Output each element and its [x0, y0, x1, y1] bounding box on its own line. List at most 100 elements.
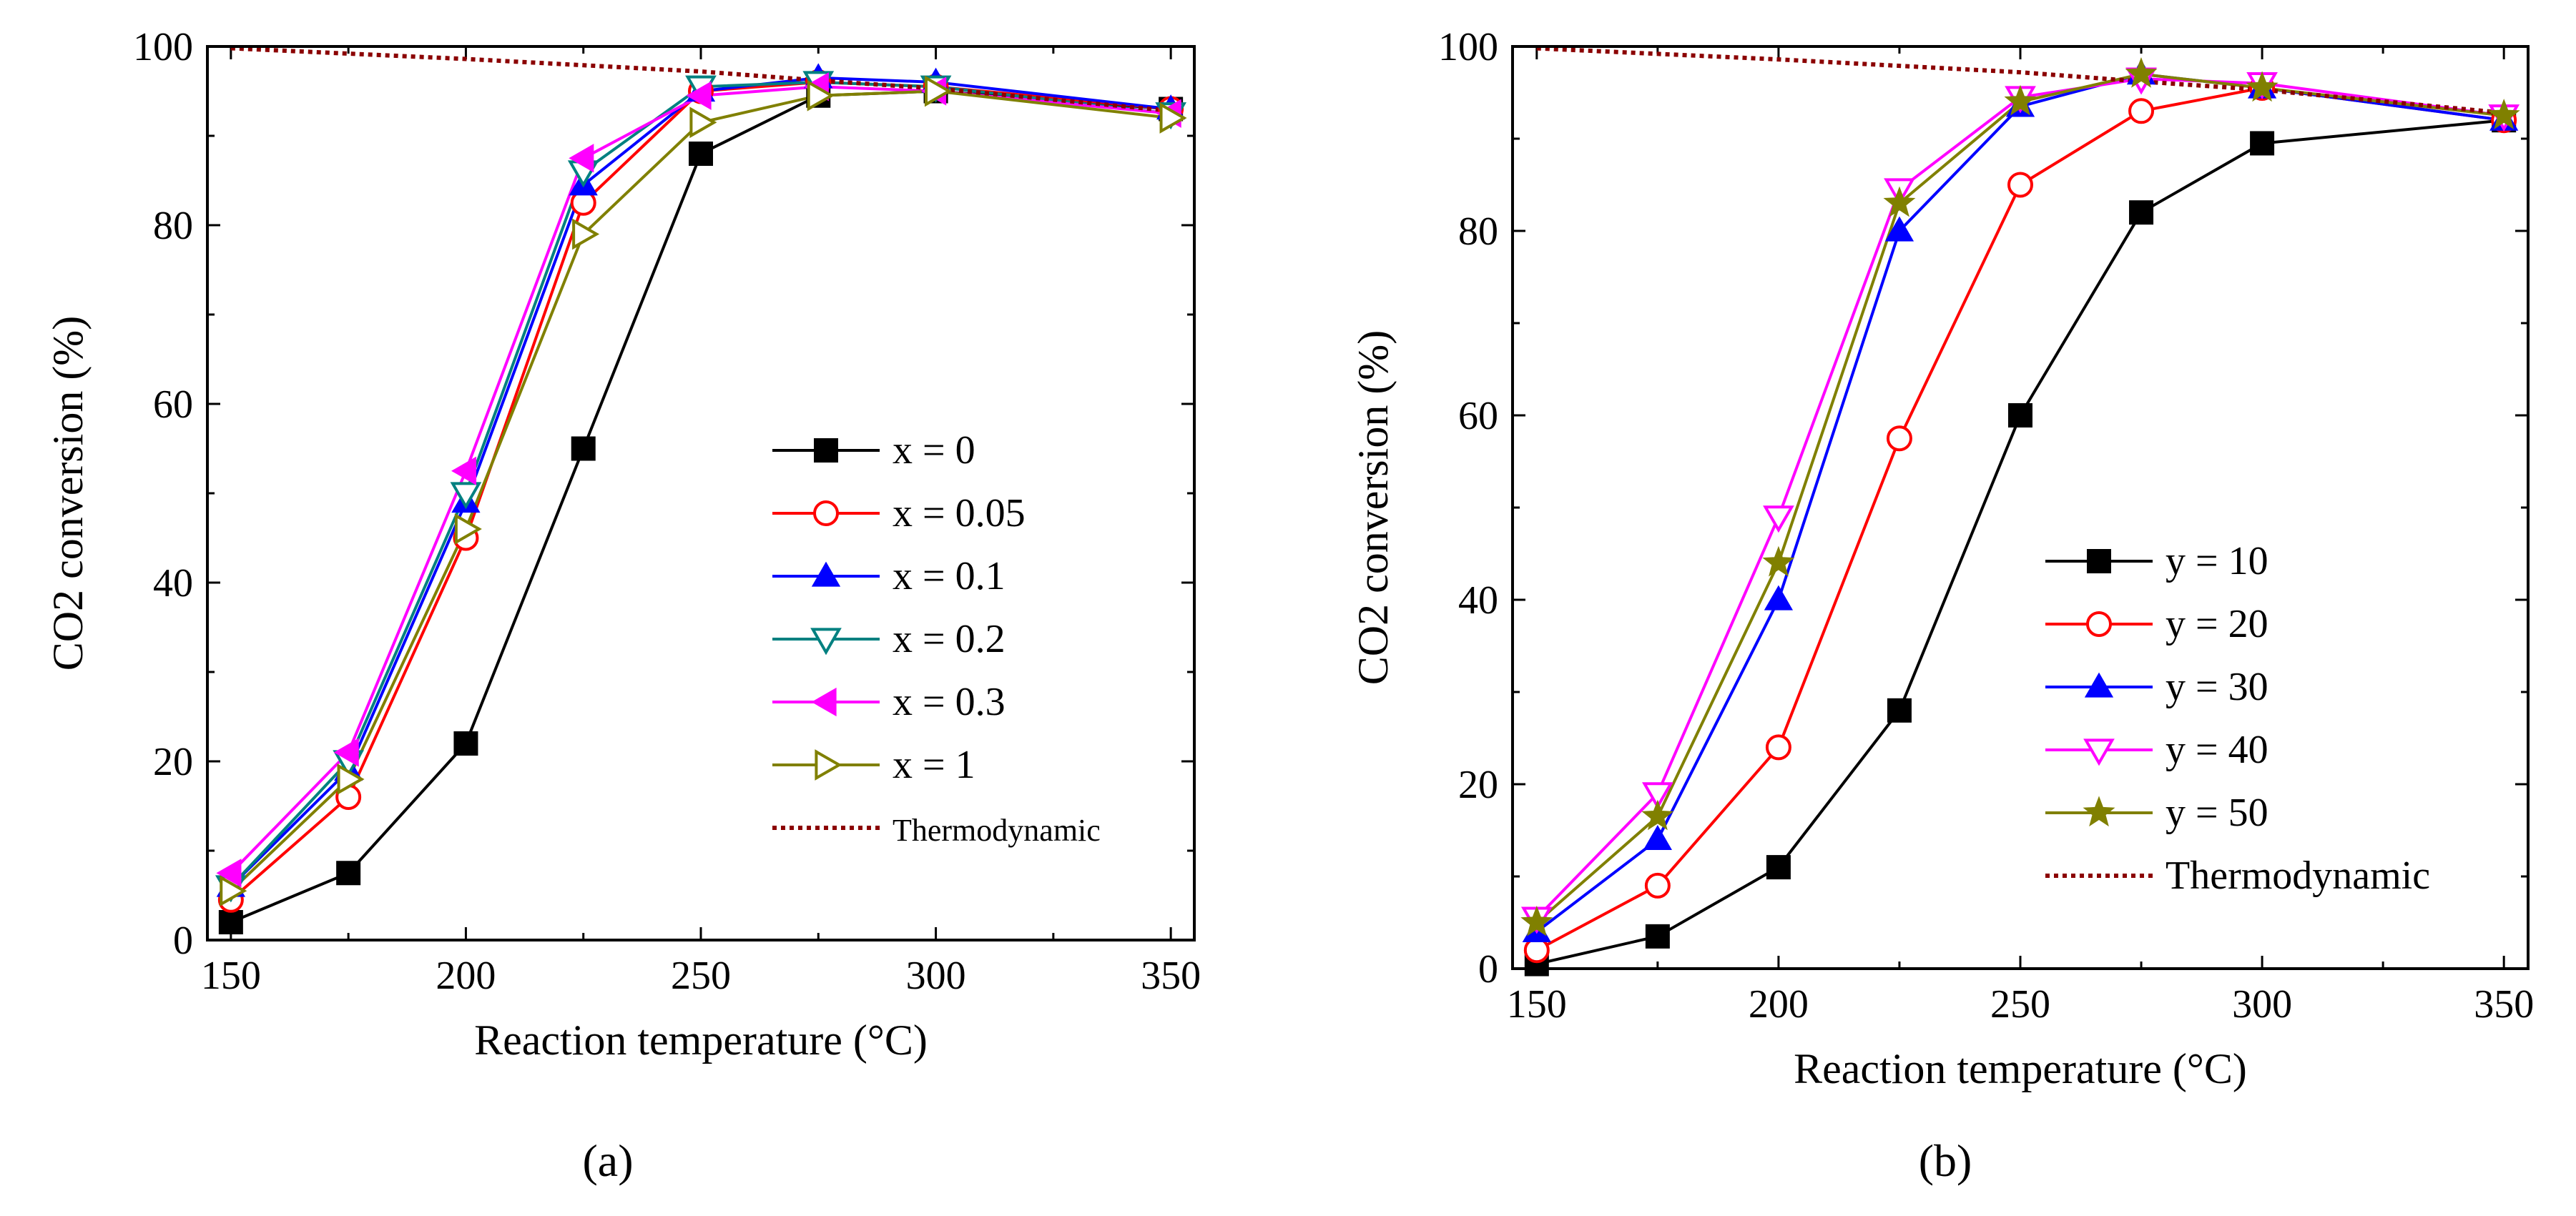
- legend-marker: [2086, 611, 2112, 637]
- legend-marker: [811, 561, 841, 587]
- data-point: [333, 738, 359, 767]
- legend-marker: [815, 749, 842, 781]
- panel-label-b: (b): [1919, 1135, 1972, 1186]
- legend-label: x = 0: [893, 428, 975, 473]
- data-point: [454, 513, 482, 545]
- x-tick-label: 350: [2474, 982, 2534, 1027]
- series-line: [230, 80, 1171, 888]
- legend-marker: [2083, 796, 2115, 827]
- plot-frame: [1511, 45, 2530, 970]
- data-point: [2487, 99, 2520, 129]
- legend-label: y = 50: [2165, 791, 2268, 835]
- data-point: [1644, 872, 1671, 899]
- chart-panel-b: 150 200 250 300 350 0 20 40 60 80 100 Reaction temp…: [1350, 25, 2534, 1092]
- x-axis-title: Reaction temperature (°C): [474, 1017, 928, 1064]
- data-point: [1641, 782, 1673, 810]
- y-tick-label: 100: [1438, 25, 1498, 69]
- data-point: [337, 763, 365, 795]
- data-point: [807, 79, 835, 112]
- legend-label: y = 20: [2165, 602, 2268, 646]
- data-point: [689, 142, 713, 166]
- axis-ticks: 150 200 250 300 350 0 20 40 60 80 100: [133, 25, 1201, 998]
- legend-marker: [2084, 672, 2114, 698]
- legend-label: x = 0.05: [893, 491, 1026, 535]
- legend-marker: [2087, 549, 2111, 573]
- x-tick-label: 250: [1990, 982, 2050, 1027]
- series-line: [230, 85, 1171, 874]
- data-point: [1765, 734, 1791, 761]
- data-point: [2128, 98, 2155, 124]
- legend-label: x = 0.3: [893, 680, 1006, 724]
- x-tick-label: 250: [671, 954, 731, 998]
- series-group: [215, 46, 1187, 934]
- data-point: [450, 482, 482, 510]
- series-line: [1535, 86, 2504, 951]
- y-tick-label: 0: [173, 919, 193, 963]
- data-point: [2007, 172, 2033, 198]
- data-point: [1886, 425, 1912, 452]
- y-tick-label: 80: [1458, 209, 1498, 254]
- data-point: [924, 75, 952, 107]
- y-axis-title: CO2 conversion (%): [44, 316, 92, 671]
- x-tick-label: 150: [201, 954, 261, 998]
- data-point: [1159, 102, 1187, 134]
- y-tick-label: 80: [153, 204, 193, 248]
- data-point: [1520, 905, 1553, 936]
- data-point: [2129, 200, 2154, 225]
- data-point: [216, 859, 242, 888]
- y-tick-label: 100: [133, 25, 193, 69]
- data-point: [1643, 824, 1672, 850]
- series-line: [230, 89, 1171, 892]
- x-tick-label: 200: [436, 954, 496, 998]
- x-tick-label: 300: [906, 954, 966, 998]
- data-point: [336, 861, 361, 886]
- series-line: [230, 80, 1171, 901]
- data-point: [220, 875, 247, 907]
- data-point: [1763, 505, 1794, 533]
- axis-ticks: 150 200 250 300 350 0 20 40 60 80 100: [1438, 25, 2534, 1027]
- legend-label: y = 10: [2165, 539, 2268, 583]
- legend-marker: [2083, 738, 2115, 766]
- data-point: [689, 107, 717, 139]
- data-point: [686, 81, 712, 110]
- legend-label: x = 1: [893, 743, 975, 787]
- chart-panel-a: 150 200 250 300 350 0 20 40 60 80 100 Reaction temp…: [44, 25, 1201, 1064]
- data-point: [1641, 799, 1674, 831]
- y-tick-label: 40: [1458, 578, 1498, 623]
- y-tick-label: 60: [153, 382, 193, 427]
- series-line: [1535, 72, 2504, 924]
- x-tick-label: 150: [1507, 982, 1567, 1027]
- legend-marker: [813, 500, 839, 526]
- series-line: [1536, 46, 2504, 115]
- data-point: [1766, 855, 1791, 880]
- plot-frame: [206, 45, 1196, 941]
- legend-label: y = 40: [2165, 728, 2268, 772]
- legend-label: Thermodynamic: [2165, 854, 2430, 898]
- y-tick-label: 60: [1458, 394, 1498, 438]
- series-line: [230, 89, 1171, 924]
- data-point: [571, 436, 596, 461]
- data-point: [1887, 698, 1912, 723]
- x-tick-label: 200: [1749, 982, 1809, 1027]
- data-point: [2125, 57, 2158, 88]
- data-point: [572, 218, 600, 250]
- y-axis-title: CO2 conversion (%): [1350, 330, 1397, 686]
- data-point: [1884, 216, 1914, 242]
- y-tick-label: 20: [1458, 763, 1498, 807]
- data-point: [2246, 71, 2278, 102]
- data-point: [569, 144, 594, 173]
- data-point: [451, 456, 477, 485]
- y-tick-label: 20: [153, 740, 193, 784]
- data-point: [1645, 924, 1670, 949]
- legend-label: x = 0.2: [893, 617, 1006, 661]
- series-line: [1535, 77, 2504, 919]
- data-point: [2008, 403, 2032, 427]
- legend-label: y = 30: [2165, 665, 2268, 709]
- legend-marker: [811, 687, 837, 717]
- x-axis-title: Reaction temperature (°C): [1794, 1045, 2247, 1092]
- data-point: [453, 731, 478, 756]
- y-tick-label: 0: [1478, 947, 1498, 992]
- legend-label: x = 0.1: [893, 554, 1006, 598]
- legend-marker: [814, 438, 838, 463]
